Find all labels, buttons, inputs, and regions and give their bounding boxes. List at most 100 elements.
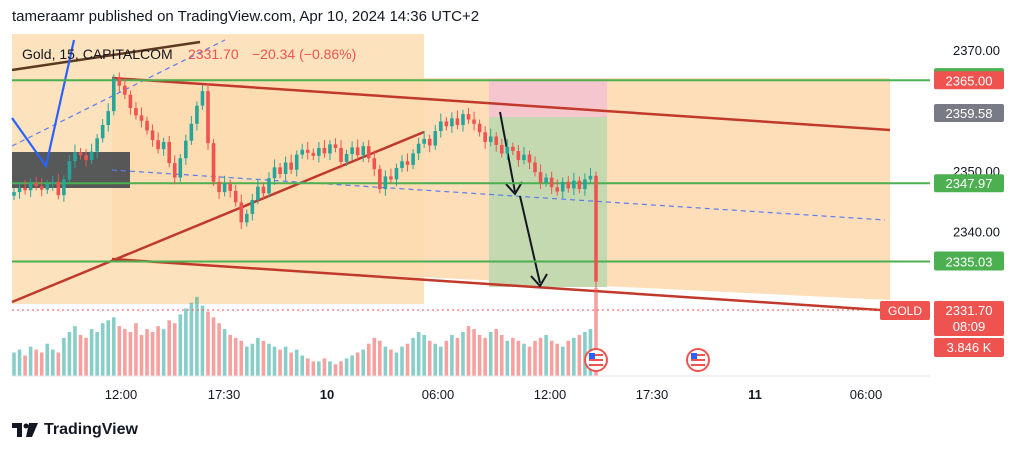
volume-bar	[167, 320, 171, 376]
candle-body	[123, 85, 127, 95]
candle-body	[538, 172, 543, 183]
candle-body	[350, 147, 354, 155]
candle-body	[366, 146, 371, 159]
volume-bar	[322, 358, 327, 376]
volume-bar	[511, 337, 515, 376]
candle-body	[588, 175, 593, 180]
x-tick-label: 11	[748, 387, 762, 402]
price-label: 2335.03	[934, 252, 1004, 271]
candle-body	[311, 152, 316, 156]
candle-body	[51, 181, 55, 185]
volume-bar	[145, 329, 149, 376]
us-flag-icon[interactable]	[584, 348, 608, 372]
candle-body	[278, 167, 282, 174]
candle-body	[511, 146, 515, 152]
candle-body	[294, 154, 299, 170]
volume-bar	[128, 332, 133, 376]
volume-bar	[505, 340, 510, 376]
candle-body	[572, 180, 576, 189]
volume-bar	[405, 343, 410, 376]
volume-bar	[217, 323, 221, 376]
volume-bar	[549, 340, 554, 376]
candle-body	[106, 111, 111, 126]
volume-bar	[239, 340, 244, 376]
volume-bar	[328, 361, 332, 376]
candle-body	[461, 114, 465, 126]
candle-body	[400, 161, 404, 168]
volume-bar	[566, 340, 571, 376]
volume-bar	[533, 340, 537, 376]
volume-bar	[73, 326, 77, 376]
volume-bar	[206, 311, 210, 376]
candle-body	[333, 144, 338, 148]
volume-bar	[483, 337, 487, 376]
candle-body	[416, 143, 421, 154]
blue-dashed-up	[11, 39, 226, 147]
tradingview-logo-icon	[12, 423, 38, 437]
volume-bar	[245, 346, 249, 376]
price-chart[interactable]: Gold, 15, CAPITALCOM 2331.70 −20.34 (−0.…	[0, 0, 1024, 420]
candle-body	[322, 147, 327, 154]
candle-body	[250, 199, 255, 214]
candle-body	[167, 141, 171, 164]
volume-bar	[12, 352, 16, 376]
candle-body	[67, 161, 72, 180]
candle-body	[560, 181, 565, 192]
volume-bar	[544, 334, 548, 376]
volume-bar	[123, 329, 127, 376]
candle-body	[439, 121, 443, 132]
volume-bar	[89, 329, 94, 376]
volume-bar	[477, 334, 482, 376]
volume-bar	[317, 361, 321, 376]
tradingview-brand[interactable]: TradingView	[12, 421, 138, 439]
volume-bar	[45, 343, 50, 376]
volume-bar	[272, 346, 277, 376]
volume-bar	[361, 349, 365, 376]
volume-bar	[594, 288, 598, 376]
blue-path	[11, 39, 76, 169]
candle-body	[267, 178, 271, 194]
volume-bar	[433, 343, 438, 376]
volume-bar	[211, 317, 216, 376]
volume-bar	[289, 352, 293, 376]
candle-body	[289, 162, 293, 170]
candle-body	[261, 186, 266, 194]
volume-bar	[466, 326, 471, 376]
stop-loss-zone	[489, 79, 607, 117]
price-label: 2359.58	[934, 104, 1004, 123]
current-price-label: GOLD 2331.70 08:09 3.846 K	[880, 301, 1004, 357]
volume-bar	[184, 308, 188, 376]
volume-bar	[411, 337, 415, 376]
candle-body	[339, 147, 343, 162]
volume-bar	[339, 361, 343, 376]
candle-body	[23, 187, 27, 191]
price-label: 2365.00	[934, 71, 1004, 90]
candle-body	[39, 186, 44, 190]
candle-body	[328, 144, 332, 154]
volume-bar	[311, 361, 316, 376]
volume-bar	[51, 349, 55, 376]
candle-body	[73, 152, 77, 162]
current-countdown: 08:09	[953, 319, 986, 334]
us-flag-icon[interactable]	[686, 348, 710, 372]
volume-bar	[400, 346, 404, 376]
volume-bar	[156, 326, 160, 376]
volume-bar	[250, 343, 255, 376]
svg-text:2359.58: 2359.58	[946, 106, 993, 121]
volume-bar	[427, 340, 432, 376]
volume-bar	[78, 334, 83, 376]
volume-bar	[577, 334, 582, 376]
candle-body	[444, 121, 449, 127]
top-left-line	[11, 40, 201, 72]
candle-body	[56, 181, 61, 196]
candle-body	[450, 118, 454, 127]
volume-bar	[461, 332, 465, 376]
candle-body	[161, 141, 166, 150]
y-tick-label: 2370.00	[953, 43, 1000, 58]
volume-bar	[560, 346, 565, 376]
candle-body	[200, 91, 205, 106]
volume-bar	[499, 334, 504, 376]
volume-bar	[455, 337, 460, 376]
candle-body	[555, 187, 559, 192]
x-tick-label: 06:00	[850, 387, 883, 402]
